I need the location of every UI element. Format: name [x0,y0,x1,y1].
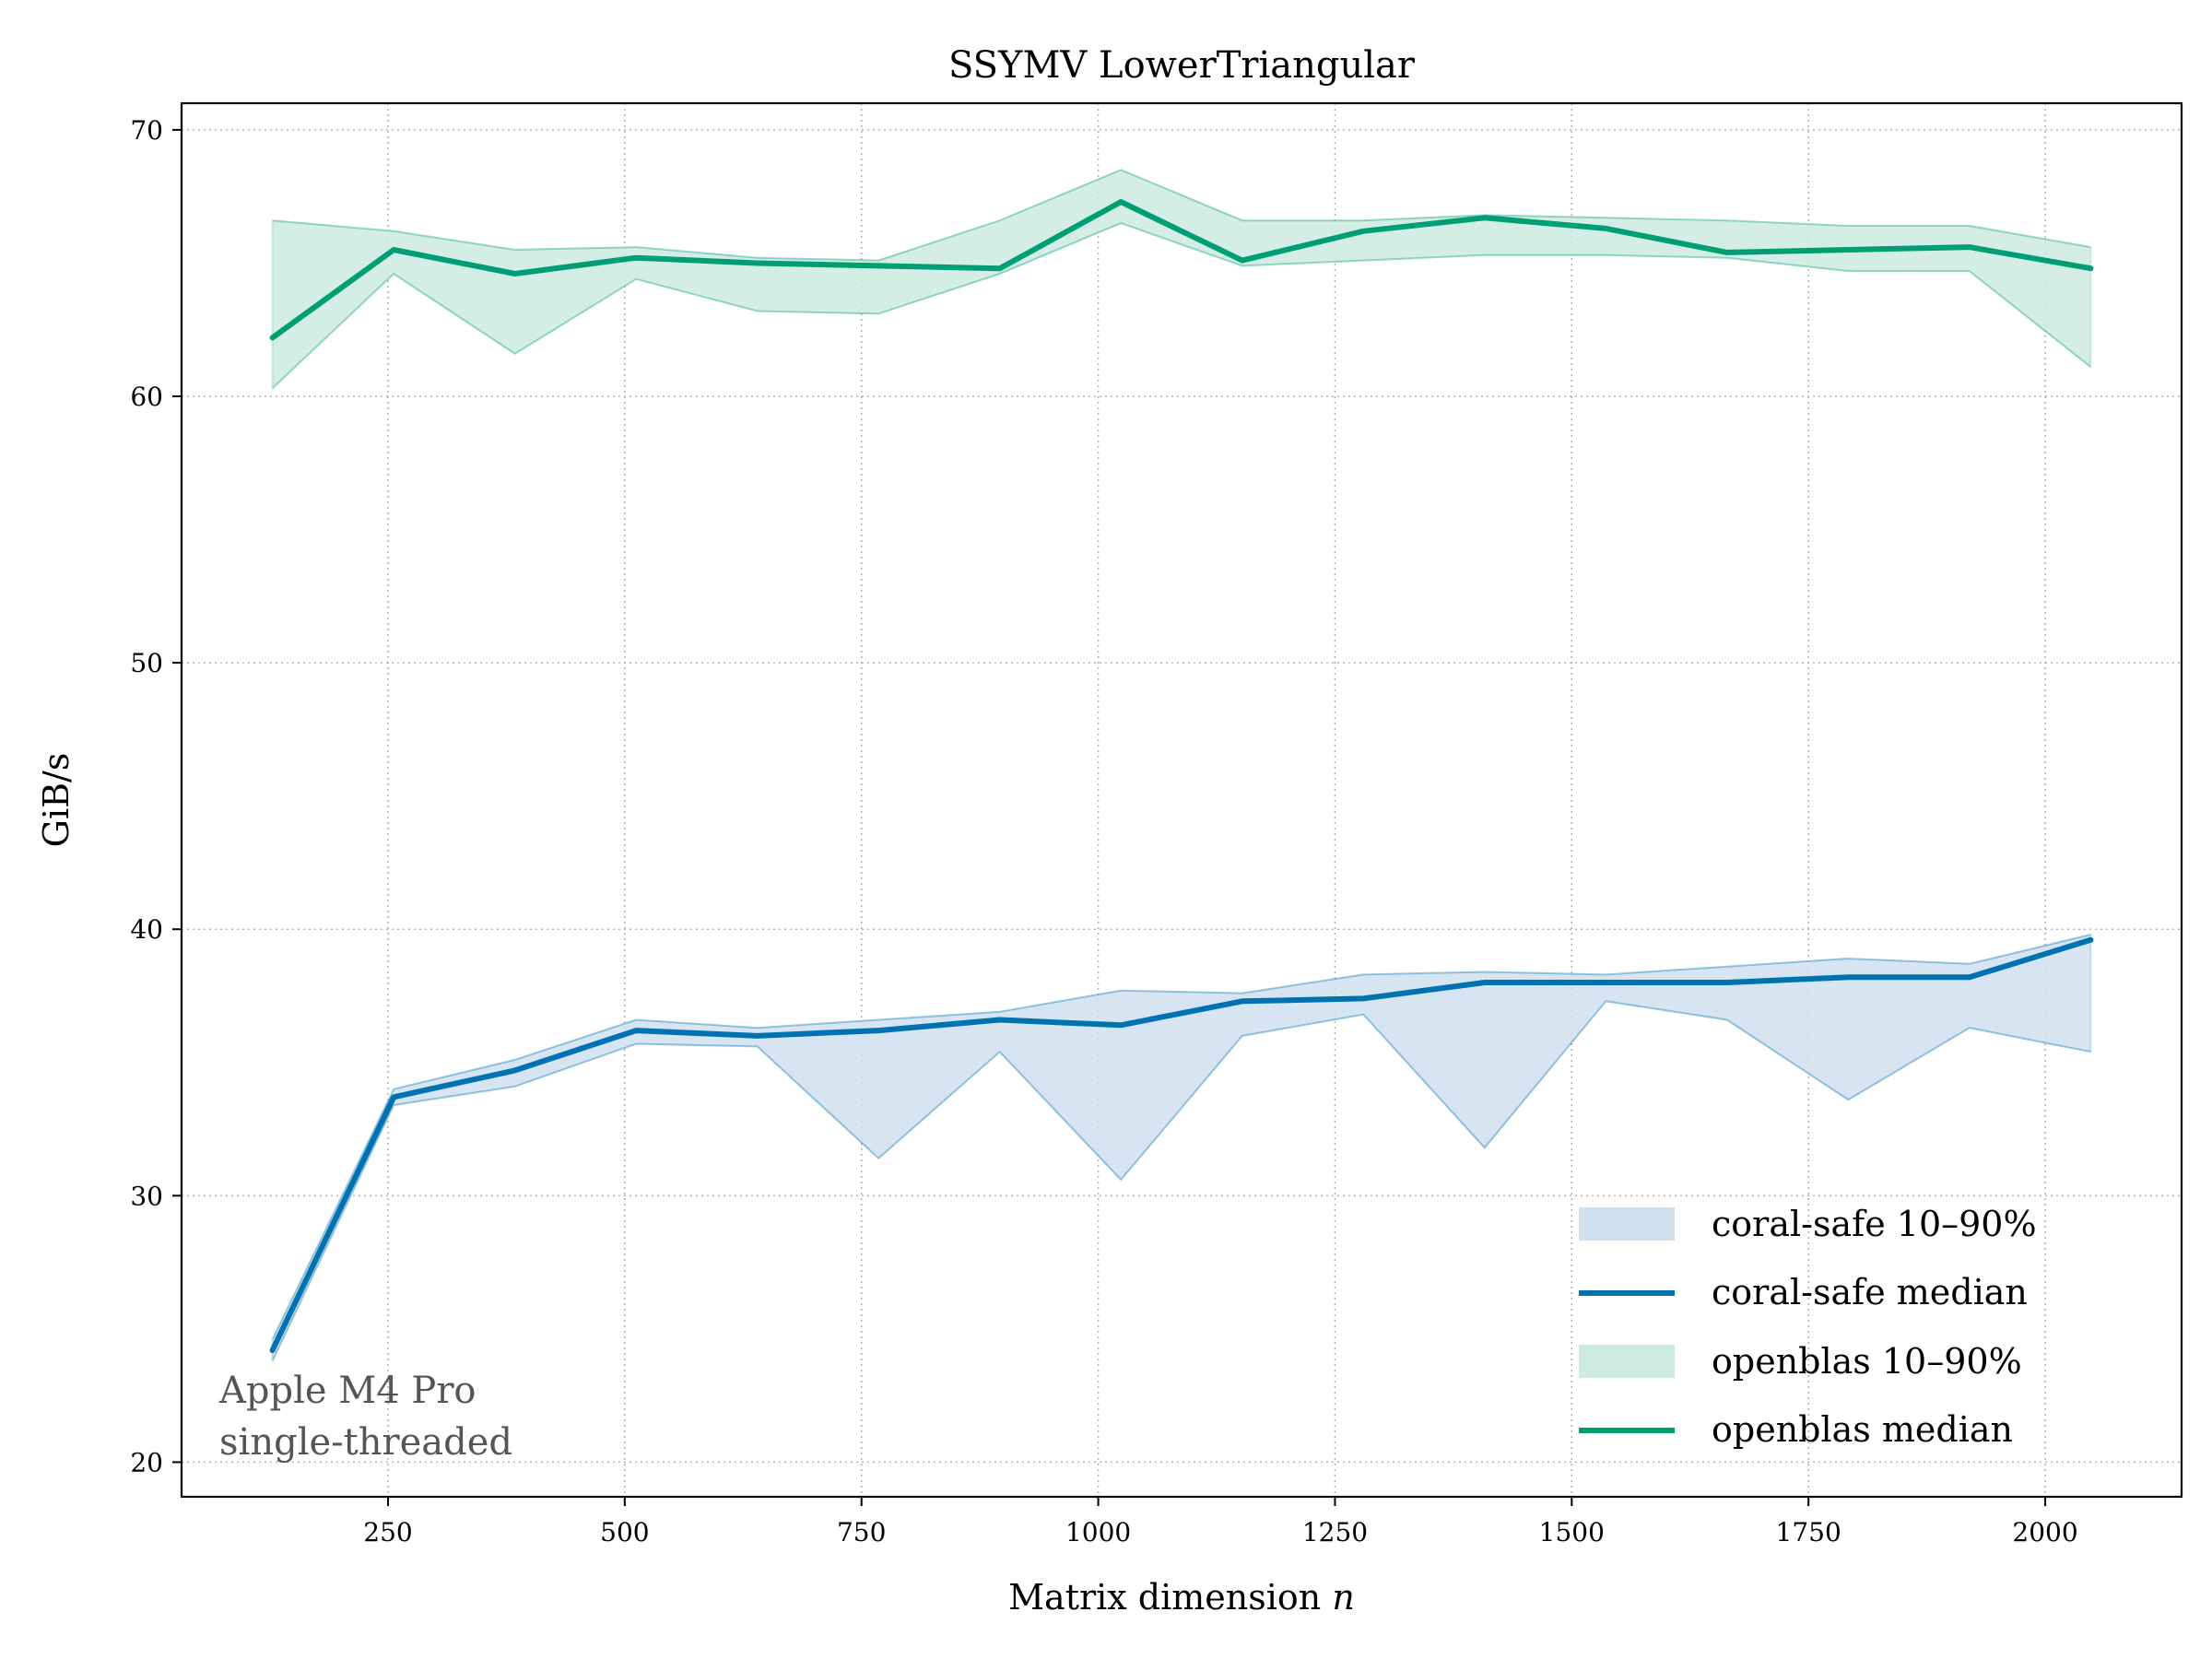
annotation: Apple M4 Pro single-threaded [218,1370,512,1464]
legend-swatch-coral-safe-band [1579,1207,1675,1241]
y-tick-label: 20 [130,1447,163,1477]
y-tick-label: 40 [130,914,163,945]
legend-label-coral-safe-band: coral-safe 10–90% [1712,1204,2037,1244]
x-tick-label: 250 [363,1517,412,1547]
x-tick-label: 1500 [1539,1517,1605,1547]
coral-safe-band [271,933,2092,1362]
coral-safe-median-line [269,936,2094,1353]
legend-label-openblas-median: openblas median [1712,1409,2013,1450]
legend-label-coral-safe-median: coral-safe median [1712,1272,2028,1312]
y-tick-label: 70 [130,115,163,146]
chart-title: SSYMV LowerTriangular [948,44,1416,87]
coral-safe-band-upper-edge [271,934,2091,1340]
y-tick-label: 30 [130,1181,163,1211]
openblas-median-line [269,199,2094,341]
x-tick-label: 2000 [2012,1517,2077,1547]
legend: coral-safe 10–90% coral-safe median open… [1579,1204,2037,1450]
bands-layer [271,169,2092,1362]
annotation-line-1: Apple M4 Pro [218,1370,477,1412]
x-tick-label: 1000 [1065,1517,1131,1547]
y-tick-label: 50 [130,648,163,678]
x-tick-label: 750 [837,1517,886,1547]
x-axis-label-var: n [1332,1577,1354,1618]
legend-swatch-openblas-band [1579,1345,1675,1378]
coral-safe-band-lower-edge [271,1000,2091,1362]
openblas-band [271,169,2092,391]
annotation-line-2: single-threaded [219,1421,512,1464]
x-axis-label: Matrix dimension n [1008,1577,1355,1618]
y-axis-label: GiB/s [36,753,76,848]
x-tick-label: 1750 [1776,1517,1841,1547]
openblas-band-upper-edge [272,169,2091,262]
x-tick-label: 500 [600,1517,649,1547]
legend-label-openblas-band: openblas 10–90% [1712,1341,2022,1382]
y-ticks: 20 30 40 50 60 70 [130,115,182,1477]
lines-layer [269,199,2094,1353]
y-tick-label: 60 [130,382,163,412]
grid-layer [182,103,2182,1497]
x-tick-label: 1250 [1302,1517,1368,1547]
plot-frame [180,101,2183,1499]
x-ticks: 250 500 750 1000 1250 1500 1750 2000 [363,1497,2078,1547]
x-axis-label-text: Matrix dimension [1008,1577,1321,1618]
openblas-band-lower-edge [271,222,2092,390]
